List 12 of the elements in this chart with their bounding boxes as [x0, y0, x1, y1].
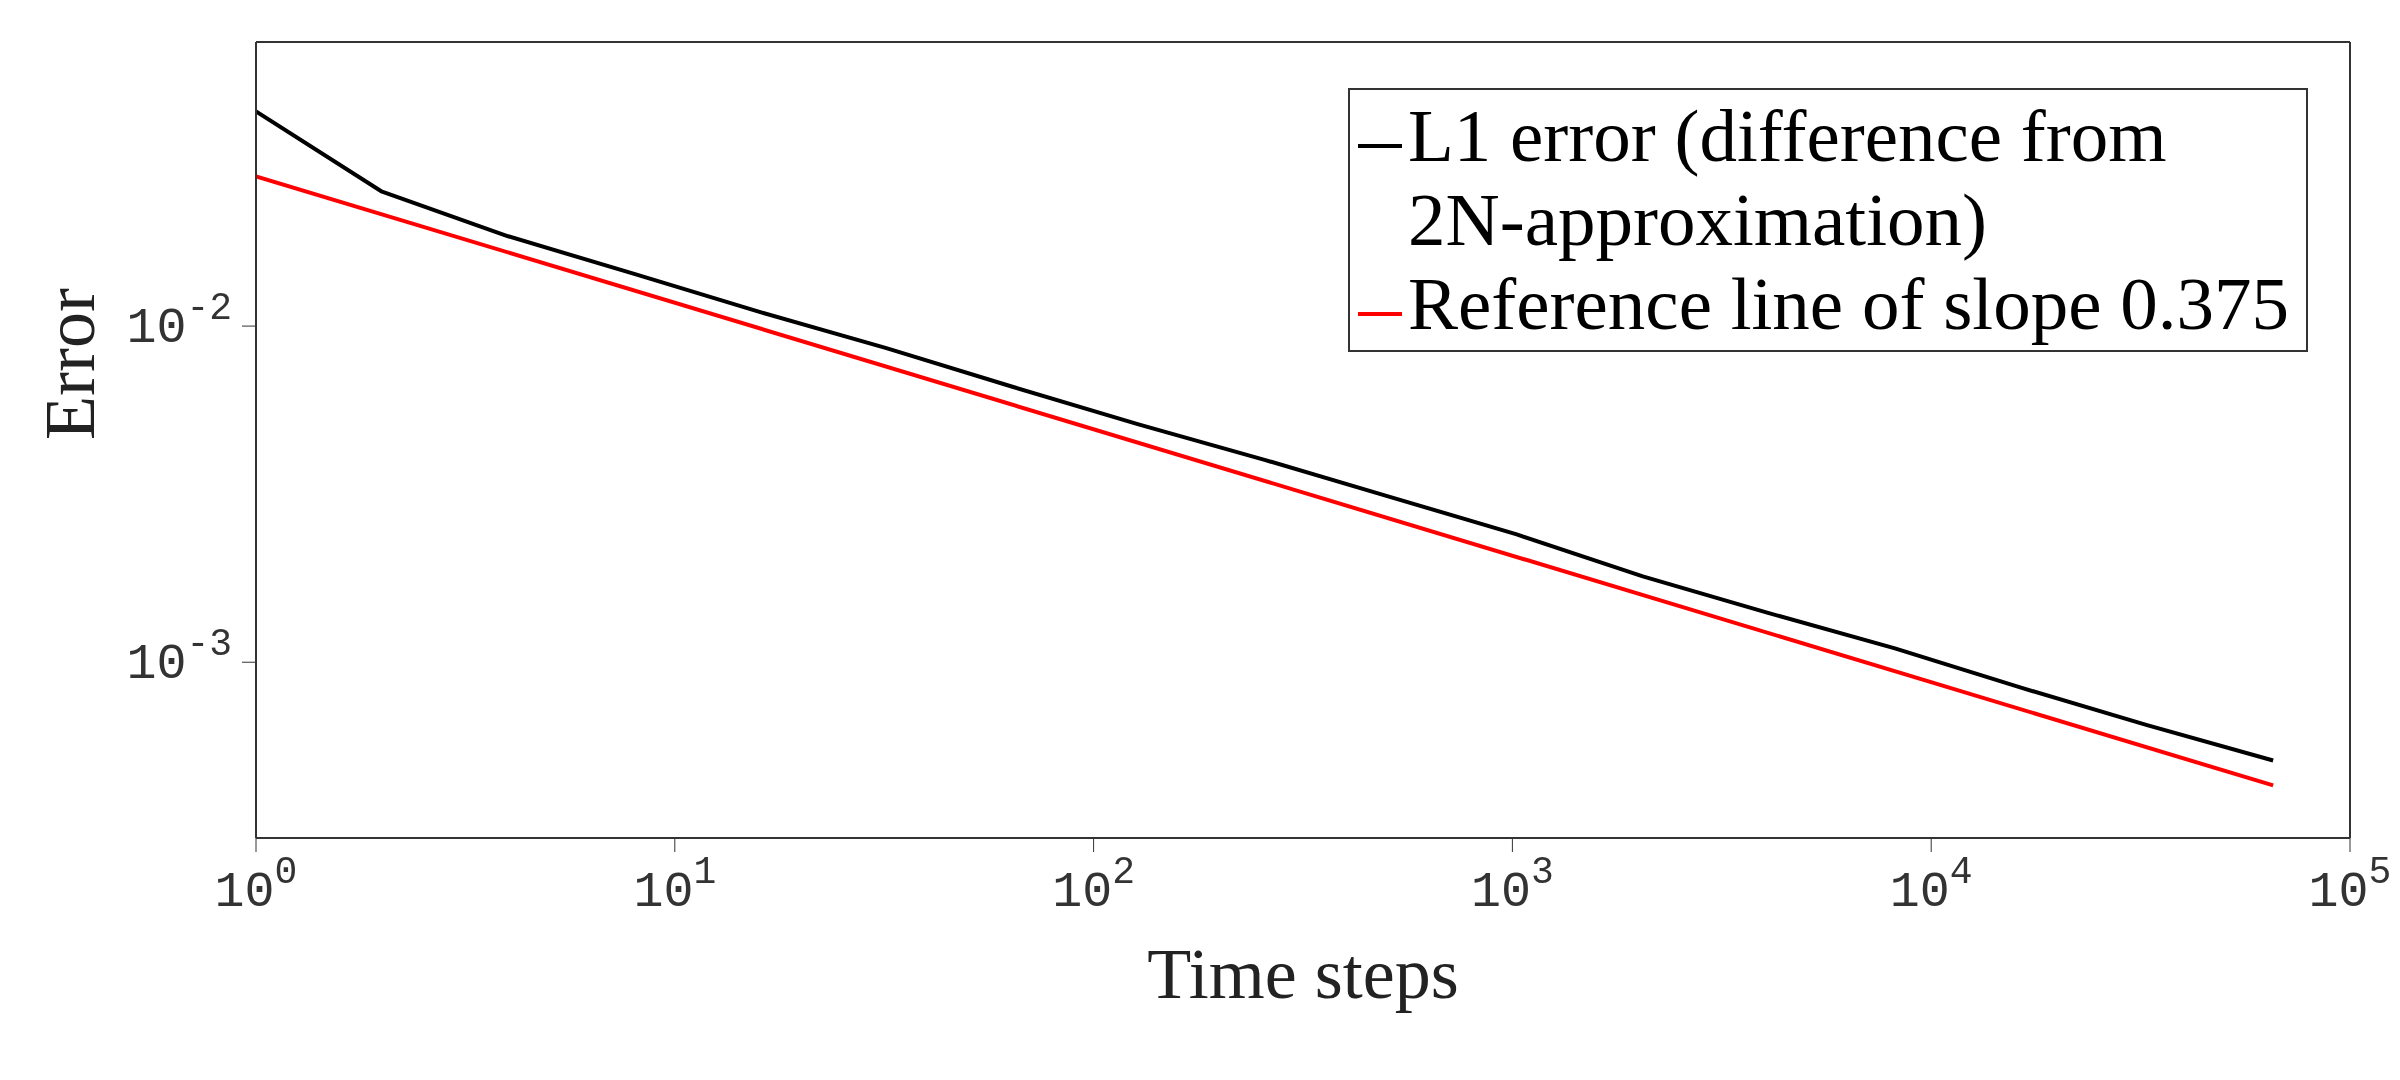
x-tick-label: 10$^{0}$ [214, 851, 298, 921]
x-tick-label: 10$^{3}$ [1470, 851, 1554, 921]
y-tick-label: 10$^{-3}$ [126, 623, 232, 694]
y-axis-title: Error [29, 288, 110, 440]
x-tick-label: 10$^{1}$ [633, 851, 717, 921]
x-tick-label: 10$^{2}$ [1052, 851, 1136, 921]
x-tick-label: 10$^{4}$ [1889, 851, 1973, 921]
y-tick-label: 10$^{-2}$ [126, 287, 232, 358]
x-tick-label: 10$^{5}$ [2308, 851, 2392, 921]
legend-label: Reference line of slope 0.375 [1408, 262, 2289, 345]
x-axis-title: Time steps [1147, 934, 1459, 1014]
legend-label: L1 error (difference from 2N-approximation) [1408, 94, 2167, 261]
